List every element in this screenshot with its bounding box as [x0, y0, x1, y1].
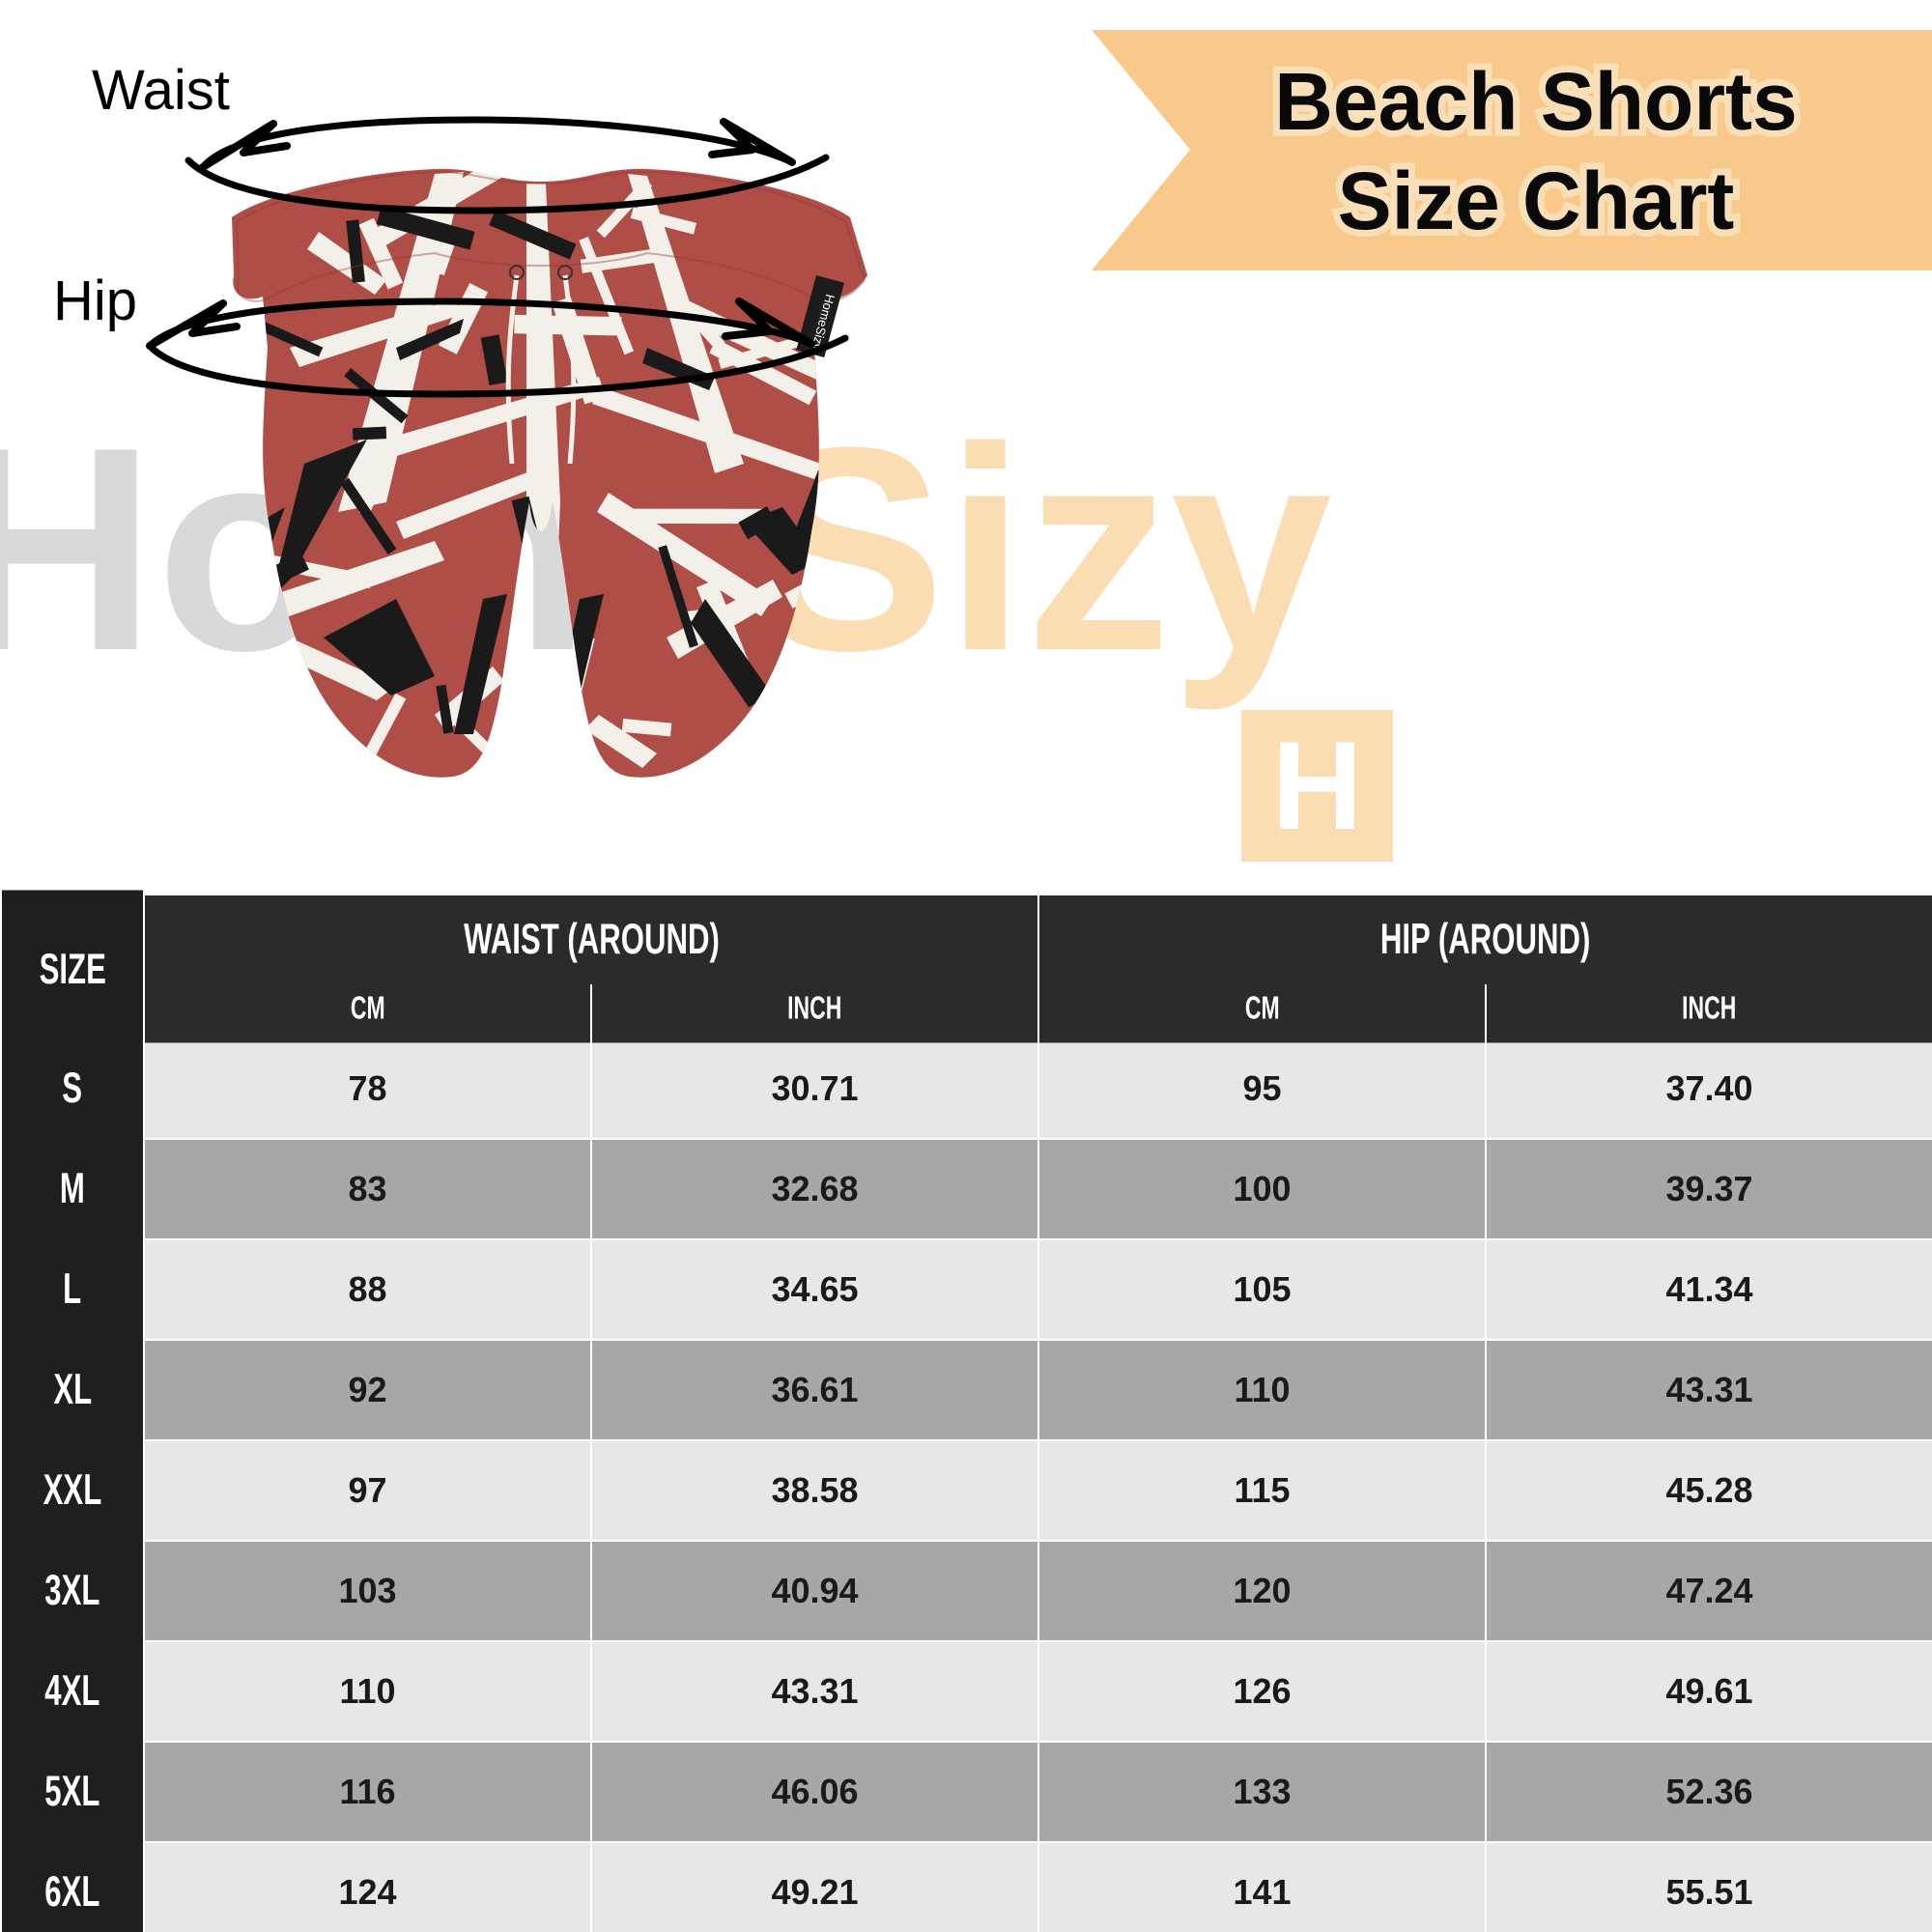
svg-text:Size Chart: Size Chart [1338, 156, 1735, 246]
svg-text:Beach Shorts: Beach Shorts [1274, 56, 1798, 147]
